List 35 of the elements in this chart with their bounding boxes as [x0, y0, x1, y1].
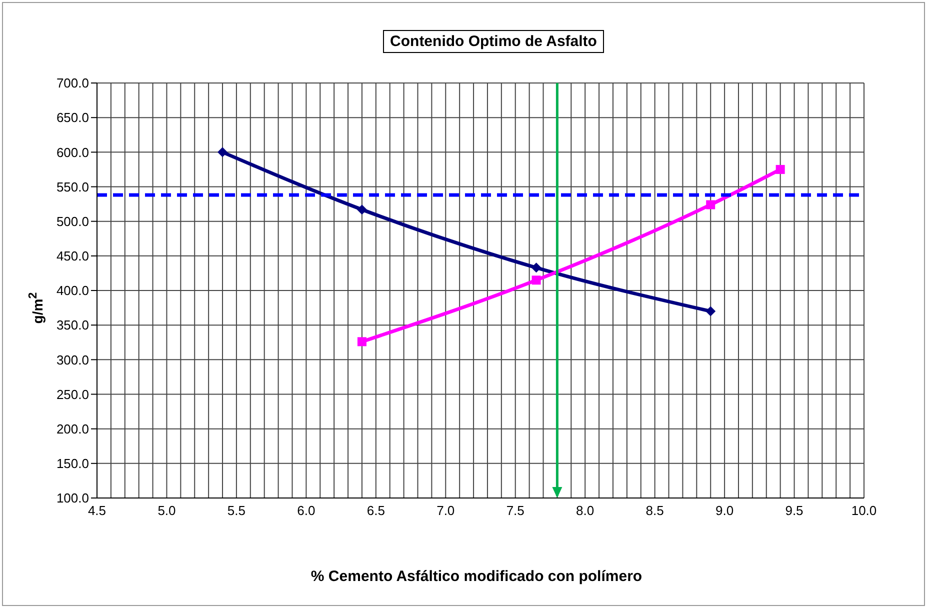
x-tick-label: 8.0 — [576, 503, 594, 518]
x-tick-label: 4.5 — [88, 503, 106, 518]
y-tick-label: 600.0 — [56, 144, 89, 160]
x-tick-label: 5.0 — [158, 503, 176, 518]
x-tick-label: 7.5 — [506, 503, 524, 518]
point — [706, 200, 716, 210]
point — [532, 276, 541, 285]
x-tick-label: 9.5 — [785, 503, 804, 518]
y-tick-label: 500.0 — [56, 214, 89, 229]
y-tick-label: 300.0 — [56, 352, 89, 368]
x-tick-label: 7.0 — [436, 503, 455, 518]
point — [218, 147, 228, 158]
y-tick-label: 100.0 — [56, 490, 89, 506]
x-axis-title: % Cemento Asfáltico modificado con polímero — [310, 568, 644, 585]
point — [356, 204, 367, 215]
y-tick-label: 550.0 — [56, 179, 89, 194]
y-tick-label: 700.0 — [56, 76, 89, 91]
y-tick-label: 450.0 — [56, 248, 89, 264]
y-tick-label: 250.0 — [56, 386, 89, 402]
x-tick-label: 6.0 — [297, 503, 316, 518]
y-tick-label: 150.0 — [56, 456, 89, 472]
x-tick-label: 6.5 — [366, 503, 385, 518]
x-tick-label: 10.0 — [851, 503, 877, 518]
y-tick-label: 650.0 — [56, 110, 89, 126]
point — [531, 262, 542, 273]
x-tick-label: 5.5 — [227, 503, 246, 518]
x-tick-label: 9.0 — [716, 503, 734, 518]
chart-title: Contenido Optimo de Asfalto — [383, 30, 604, 53]
y-tick-label: 400.0 — [56, 283, 89, 298]
y-tick-label: 350.0 — [56, 318, 89, 333]
point — [706, 306, 716, 316]
x-tick-label: 8.5 — [646, 503, 664, 518]
point — [357, 337, 366, 346]
point — [776, 164, 785, 174]
y-tick-label: 200.0 — [56, 421, 89, 436]
